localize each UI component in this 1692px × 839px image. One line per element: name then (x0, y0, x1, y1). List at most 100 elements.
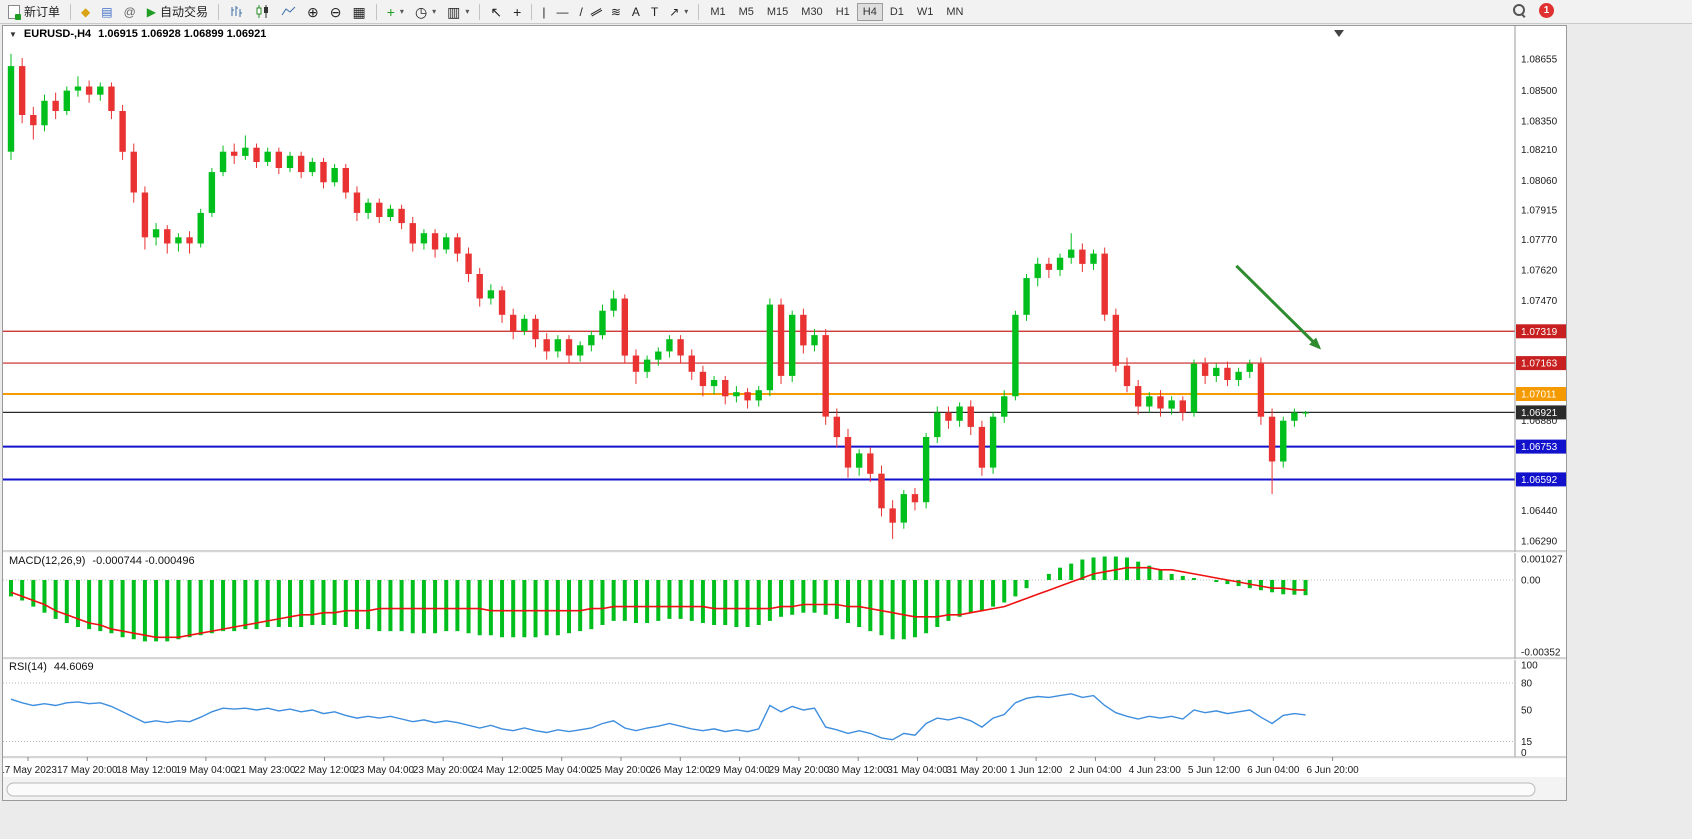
svg-text:80: 80 (1521, 679, 1533, 690)
svg-text:1.08500: 1.08500 (1521, 86, 1558, 97)
svg-text:0: 0 (1521, 748, 1527, 759)
svg-text:1.08210: 1.08210 (1521, 145, 1558, 156)
zoom-in-button[interactable]: ⊕ (302, 2, 324, 22)
collapse-arrow-icon[interactable]: ▼ (9, 29, 17, 39)
periods-button[interactable]: ◷ ▾ (410, 2, 441, 22)
timeframe-m1-button[interactable]: M1 (704, 3, 731, 21)
svg-text:1.06753: 1.06753 (1521, 442, 1558, 453)
chevron-down-icon: ▾ (684, 7, 689, 16)
zoom-out-icon: ⊖ (329, 3, 342, 20)
candlestick-chart-button[interactable] (250, 2, 275, 22)
horizontal-scrollbar[interactable] (3, 777, 1567, 801)
timeframe-mn-button[interactable]: MN (940, 3, 969, 21)
svg-text:1.07470: 1.07470 (1521, 296, 1558, 307)
svg-text:1.07770: 1.07770 (1521, 235, 1558, 246)
new-order-label: 新订单 (24, 5, 61, 19)
svg-text:22 May 12:00: 22 May 12:00 (294, 765, 355, 776)
macd-header: MACD(12,26,9) -0.000744 -0.000496 (9, 555, 195, 567)
chart-canvas[interactable]: 1.08655 1.08500 1.08350 1.08210 1.08060 1.079… (3, 26, 1567, 801)
new-order-button[interactable]: 新订单 (3, 2, 65, 22)
svg-text:1.06880: 1.06880 (1521, 416, 1558, 427)
svg-text:1.07620: 1.07620 (1521, 265, 1558, 276)
svg-text:0.001027: 0.001027 (1521, 555, 1563, 566)
svg-text:17 May 20:00: 17 May 20:00 (57, 765, 118, 776)
svg-text:5 Jun 12:00: 5 Jun 12:00 (1188, 765, 1241, 776)
rsi-header: RSI(14) 44.6069 (9, 661, 94, 673)
timeframe-h4-button[interactable]: H4 (856, 2, 883, 21)
svg-text:21 May 23:00: 21 May 23:00 (235, 765, 296, 776)
svg-text:31 May 04:00: 31 May 04:00 (887, 765, 948, 776)
cursor-button[interactable]: ↖ (485, 2, 507, 22)
timeframe-h1-button[interactable]: H1 (830, 3, 856, 21)
bar-chart-icon (231, 6, 243, 17)
fibonacci-button[interactable]: ≋ (606, 2, 626, 22)
svg-text:6 Jun 20:00: 6 Jun 20:00 (1306, 765, 1359, 776)
svg-text:2 Jun 04:00: 2 Jun 04:00 (1069, 765, 1122, 776)
svg-text:1.08655: 1.08655 (1521, 55, 1558, 66)
svg-text:1.08350: 1.08350 (1521, 117, 1558, 128)
timeframe-w1-button[interactable]: W1 (911, 3, 940, 21)
toolbar-separator (70, 3, 72, 20)
chevron-down-icon: ▾ (432, 7, 437, 16)
trendline-icon: / (579, 4, 583, 19)
timeframe-d1-button[interactable]: D1 (884, 3, 910, 21)
svg-text:1.07319: 1.07319 (1521, 327, 1558, 338)
timeframe-m30-button[interactable]: M30 (795, 3, 828, 21)
svg-text:25 May 20:00: 25 May 20:00 (591, 765, 652, 776)
chart-window: 1.08655 1.08500 1.08350 1.08210 1.08060 1.079… (2, 25, 1567, 801)
notification-badge[interactable]: 1 (1539, 3, 1554, 18)
svg-text:1.07163: 1.07163 (1521, 359, 1558, 370)
horizontal-line-icon: — (556, 4, 569, 19)
search-icon[interactable] (1512, 3, 1527, 18)
vertical-line-button[interactable]: | (537, 2, 550, 22)
svg-text:25 May 04:00: 25 May 04:00 (531, 765, 592, 776)
timeframe-m15-button[interactable]: M15 (761, 3, 794, 21)
svg-text:-0.00352: -0.00352 (1521, 648, 1561, 659)
equidistant-channel-button[interactable]: ∥ (589, 2, 605, 22)
text-button[interactable]: A (627, 2, 645, 22)
price-axis[interactable]: 1.08655 1.08500 1.08350 1.08210 1.08060 1.079… (3, 26, 1567, 759)
ohlc-values: 1.06915 1.06928 1.06899 1.06921 (98, 28, 267, 40)
candlestick-icon (256, 5, 269, 18)
arrows-icon: ↗ (669, 4, 680, 19)
svg-text:4 Jun 23:00: 4 Jun 23:00 (1129, 765, 1182, 776)
svg-text:30 May 12:00: 30 May 12:00 (828, 765, 889, 776)
label-button[interactable]: T (646, 2, 663, 22)
chart-profile-button[interactable]: ◆ (76, 2, 95, 22)
bar-chart-button[interactable] (224, 2, 249, 22)
new-order-icon (8, 4, 21, 20)
trendline-button[interactable]: / (574, 2, 587, 22)
horizontal-line-button[interactable]: — (551, 2, 573, 22)
rsi-indicator: 100 80 50 150 (3, 661, 1538, 759)
channel-icon: ∥ (589, 5, 605, 18)
svg-text:1.06440: 1.06440 (1521, 506, 1558, 517)
svg-text:50: 50 (1521, 706, 1533, 717)
data-window-button[interactable]: ▤ (96, 2, 117, 22)
crosshair-icon: + (513, 3, 522, 20)
text-icon: A (631, 4, 640, 19)
line-chart-button[interactable] (276, 2, 301, 22)
arrow-annotation[interactable] (1235, 30, 1344, 350)
toolbar-separator (218, 3, 220, 20)
template-icon: ▥ (447, 3, 461, 20)
arrows-button[interactable]: ↗ ▾ (664, 2, 693, 22)
crosshair-button[interactable]: + (508, 2, 526, 22)
svg-text:23 May 20:00: 23 May 20:00 (413, 765, 474, 776)
chart-title: ▼ EURUSD-,H4 1.06915 1.06928 1.06899 1.0… (9, 28, 266, 40)
indicators-button[interactable]: + ▾ (382, 2, 409, 22)
data-window-icon: ▤ (101, 4, 113, 19)
templates-button[interactable]: ▥ ▾ (442, 2, 474, 22)
timeframe-m5-button[interactable]: M5 (733, 3, 760, 21)
zoom-out-button[interactable]: ⊖ (325, 2, 347, 22)
auto-trading-button[interactable]: ▶ 自动交易 (142, 2, 213, 22)
workspace: 1.08655 1.08500 1.08350 1.08210 1.08060 1.079… (0, 24, 1692, 839)
community-button[interactable]: @ (119, 2, 141, 22)
tile-windows-button[interactable]: ▦ (348, 2, 371, 22)
svg-text:17 May 2023: 17 May 2023 (3, 765, 57, 776)
svg-text:19 May 04:00: 19 May 04:00 (176, 765, 237, 776)
line-chart-icon (281, 6, 296, 16)
label-icon: T (650, 4, 659, 19)
clock-icon: ◷ (414, 3, 428, 20)
zoom-in-icon: ⊕ (307, 3, 319, 20)
